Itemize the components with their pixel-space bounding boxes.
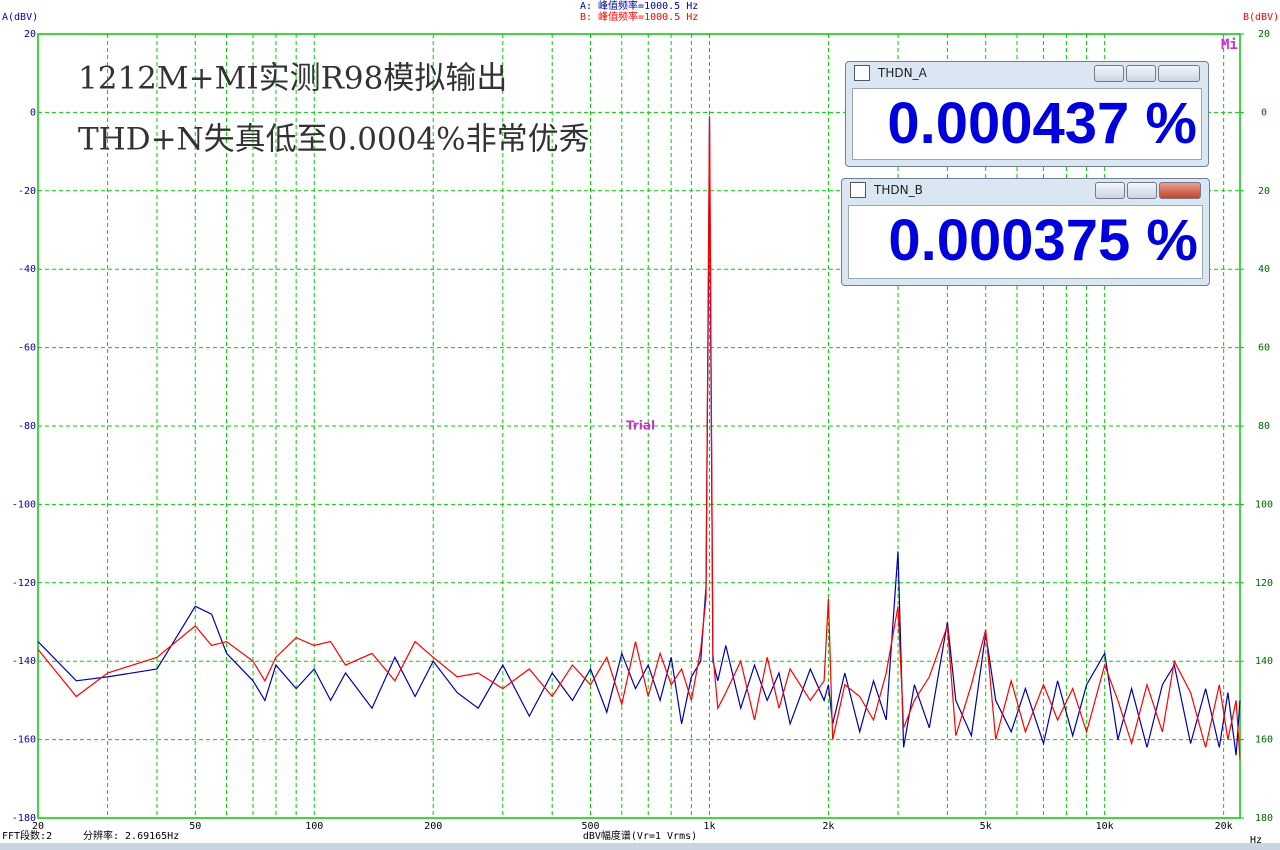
icon (854, 65, 870, 81)
y2-tick-label: 140 (1255, 656, 1273, 667)
x-tick-label: 50 (189, 821, 201, 832)
y-tick-label: -140 (12, 656, 36, 667)
y2-tick-label: 160 (1255, 735, 1273, 746)
overlay-title: THD+N失真低至0.0004%非常优秀 (78, 122, 590, 158)
status-fft: FFT段数:2 (2, 829, 52, 842)
peak-header: A: 峰值频率=1000.5 Hz (580, 0, 698, 12)
x-tick-label: 10k (1096, 821, 1114, 832)
y2-tick-label: 20 (1258, 29, 1270, 40)
series-line (37, 118, 1241, 756)
icon (850, 182, 866, 198)
y-tick-label: -20 (18, 186, 36, 197)
x-unit: Hz (1250, 835, 1262, 846)
thdn-value: 0.000437 % (852, 88, 1202, 160)
x-tick-label: 1k (703, 821, 715, 832)
y2-tick-label: 180 (1255, 813, 1273, 824)
x-tick-label: 20 (32, 821, 44, 832)
title-bar: THDN_A (846, 62, 1208, 84)
series-line (37, 116, 1241, 760)
watermark: Mi (1221, 37, 1238, 53)
window-title: THDN_A (878, 66, 927, 80)
window-buttons[interactable] (1094, 64, 1200, 82)
y-tick-label: 20 (24, 29, 36, 40)
y2-tick-label: 0 (1261, 107, 1267, 118)
y-tick-label: -160 (12, 735, 36, 746)
y2-tick-label: 60 (1258, 343, 1270, 354)
y2-tick-label: 40 (1258, 264, 1270, 275)
y-axis-label: A(dBV) (2, 12, 38, 23)
overlay-title: 1212M+MI实测R98模拟输出 (78, 61, 507, 97)
x-tick-label: 100 (305, 821, 323, 832)
y-tick-label: -80 (18, 421, 36, 432)
y-tick-label: 0 (30, 107, 36, 118)
x-axis-label: dBV幅度谱(Vr=1 Vrms) (583, 829, 697, 842)
window-buttons[interactable] (1095, 181, 1201, 199)
y2-axis-label: B(dBV) (1243, 12, 1279, 23)
x-tick-label: 5k (980, 821, 992, 832)
status-resolution: 分辨率: 2.69165Hz (83, 829, 179, 842)
peak-header: B: 峰值频率=1000.5 Hz (580, 10, 698, 23)
title-bar: THDN_B (842, 179, 1209, 201)
y2-tick-label: 80 (1258, 421, 1270, 432)
x-tick-label: 200 (424, 821, 442, 832)
y2-tick-label: 120 (1255, 578, 1273, 589)
x-tick-label: 2k (822, 821, 834, 832)
x-tick-label: 500 (581, 821, 599, 832)
y-tick-label: -60 (18, 343, 36, 354)
y-tick-label: -40 (18, 264, 36, 275)
thdn-value: 0.000375 % (848, 205, 1203, 279)
y2-tick-label: 20 (1258, 186, 1270, 197)
y-tick-label: -100 (12, 499, 36, 510)
y-tick-label: -120 (12, 578, 36, 589)
taskbar (0, 843, 1280, 850)
window-title: THDN_B (874, 183, 923, 197)
x-tick-label: 20k (1215, 821, 1233, 832)
thdn-a-window[interactable]: THDN_A 0.000437 % (845, 61, 1209, 167)
thdn-b-window[interactable]: THDN_B 0.000375 % (841, 178, 1210, 286)
y-tick-label: -180 (12, 813, 36, 824)
y2-tick-label: 100 (1255, 499, 1273, 510)
watermark: Trial (626, 419, 655, 433)
